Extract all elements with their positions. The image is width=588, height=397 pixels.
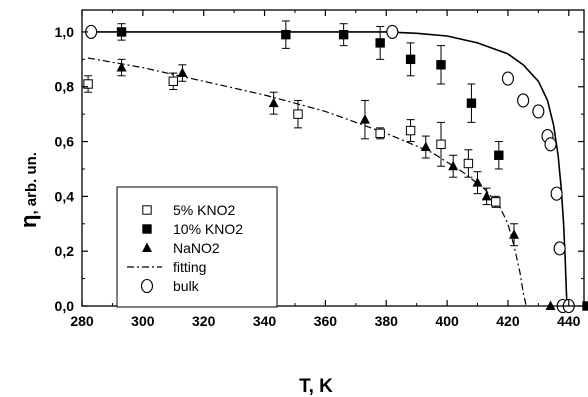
- axes: 280 300 320 340 360 380 400 420 440 0,0 0,2 0,4 0,6 0…: [55, 9, 585, 329]
- y-axis-title: η, arb. un.: [16, 152, 41, 228]
- y-tick-label: 0,4: [55, 188, 75, 204]
- legend-label: 5% KNO2: [173, 202, 235, 218]
- legend-marker: [142, 242, 152, 252]
- x-tick-label: 280: [70, 313, 94, 329]
- 10-kno2-point: [281, 29, 291, 40]
- bulk-point: [517, 93, 530, 108]
- nano2-point: [448, 160, 459, 171]
- x-tick-label: 400: [435, 313, 459, 329]
- legend-marker: [140, 278, 154, 294]
- bulk-curve: [88, 31, 568, 306]
- legend: 5% KNO2 10% KNO2 NaNO2 fitting bulk: [116, 186, 278, 308]
- nano2-point: [116, 62, 127, 72]
- fitting-curve: [87, 57, 527, 306]
- nano2-point: [359, 114, 370, 124]
- legend-label: 10% KNO2: [173, 221, 243, 237]
- 5-kno2-point: [436, 139, 446, 149]
- 5-kno2-point: [405, 125, 416, 136]
- y-tick-label: 0,2: [55, 243, 75, 259]
- nano2-point: [472, 177, 483, 187]
- y-tick-label: 0,6: [55, 134, 75, 150]
- legend-label: bulk: [173, 278, 200, 294]
- x-tick-label: 440: [557, 313, 581, 329]
- y-tick-label: 0,0: [55, 298, 75, 314]
- 10-kno2-point: [116, 27, 127, 37]
- plot-frame: [81, 9, 585, 307]
- x-tick-label: 380: [375, 313, 399, 329]
- 5-kno2-point: [293, 109, 303, 119]
- x-axis-title: T, K: [299, 376, 333, 397]
- legend-label: fitting: [173, 259, 206, 275]
- x-tick-label: 340: [253, 313, 277, 329]
- y-axis-symbol: η: [16, 215, 41, 228]
- y-tick-label: 0,8: [55, 79, 75, 95]
- 10-kno2-point: [375, 38, 385, 48]
- 5-kno2-point: [491, 197, 501, 207]
- x-tick-label: 420: [496, 313, 520, 329]
- plot-inner: [87, 31, 568, 306]
- 10-kno2-point: [405, 54, 416, 65]
- x-tick-label: 300: [131, 313, 155, 329]
- 5-kno2-point: [463, 158, 474, 169]
- nano2-point: [420, 141, 431, 152]
- 10-kno2-point: [466, 98, 477, 108]
- 10-kno2-point: [436, 60, 446, 70]
- plot-area: [83, 20, 588, 314]
- 5-kno2-point: [83, 79, 93, 89]
- nano2-point: [268, 97, 279, 108]
- 10-kno2-point: [494, 150, 504, 160]
- bulk-point: [532, 104, 545, 119]
- legend-marker: [142, 205, 152, 215]
- nano2-point: [481, 190, 492, 201]
- nano2-point: [509, 229, 520, 239]
- x-tick-label: 360: [314, 313, 338, 329]
- legend-marker: [142, 224, 152, 234]
- legend-label: NaNO2: [173, 240, 220, 256]
- y-tick-label: 1,0: [55, 24, 75, 40]
- 5-kno2-point: [168, 76, 178, 86]
- 5-kno2-point: [375, 128, 385, 139]
- bulk-point: [501, 71, 514, 86]
- bulk-point: [544, 137, 557, 152]
- bulk-point: [386, 24, 399, 39]
- bulk-point: [550, 186, 563, 201]
- 10-kno2-point: [338, 29, 349, 40]
- bulk-point: [553, 241, 566, 256]
- x-tick-label: 320: [192, 313, 216, 329]
- nano2-point: [177, 67, 188, 78]
- nano2-point: [545, 300, 556, 310]
- y-axis-unit: , arb. un.: [23, 152, 40, 215]
